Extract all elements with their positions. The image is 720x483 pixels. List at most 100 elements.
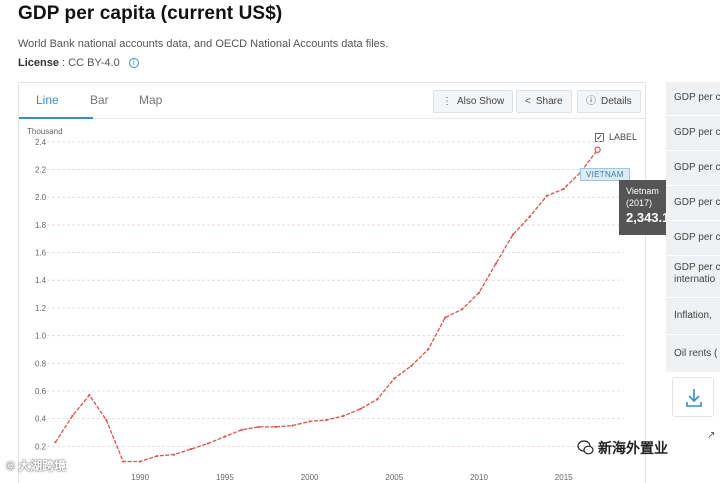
x-tick-label: 1990 [131,473,149,482]
data-point [206,442,210,445]
data-point [172,453,176,456]
x-tick-label: 2015 [555,473,573,482]
chart-tabs: Line Bar Map ⋮ Also Show < Share ⓘ Details [19,83,645,119]
line-chart: Thousand 0.2 0.4 0.6 0.8 1.0 1.2 1.4 1.6 1.8 2.0 2.… [27,127,623,482]
data-point [444,316,447,319]
y-tick-label: 0.4 [35,415,47,424]
y-tick-label: 1.4 [35,276,47,285]
x-tick-label: 1995 [216,473,234,482]
y-tick-label: 2.0 [35,193,47,202]
y-tick-label: 0.2 [35,442,47,451]
series-label: VIETNAM [580,168,630,181]
sidebar-item-6[interactable]: Inflation, [666,298,720,335]
share-icon: < [525,96,531,107]
license-label: License [18,57,59,69]
data-point [427,348,430,351]
data-point [376,398,379,401]
data-point [189,447,193,451]
data-point [393,377,396,380]
data-point [139,460,142,463]
data-point [325,418,328,422]
y-tick-label: 1.0 [35,332,47,341]
data-point [359,407,362,411]
sidebar-item-7[interactable]: Oil rents ( [666,335,720,373]
wechat-icon [577,440,594,455]
y-tick-label: 0.8 [35,359,47,368]
tab-line[interactable]: Line [36,93,59,107]
data-point [308,420,311,423]
sidebar-item-label: GDP per c [674,92,720,103]
data-point [88,394,91,397]
data-point [494,262,498,265]
sidebar-item-label: GDP per c [674,262,720,273]
label-toggle-text: LABEL [609,132,638,142]
data-point [528,215,531,218]
external-link-icon[interactable]: ↗ [707,430,716,441]
more-vertical-icon: ⋮ [442,96,452,107]
x-tick-label: 2010 [470,473,488,482]
sidebar-item-label: Inflation, [674,310,712,321]
sidebar-item-label: GDP per c [674,162,720,173]
page-title: GDP per capita (current US$) [18,3,283,24]
sidebar-item-label: GDP per c [674,232,720,243]
data-point [594,146,601,153]
source-note: World Bank national accounts data, and O… [18,38,389,50]
details-button[interactable]: ⓘ Details [577,90,641,113]
info-icon[interactable]: i [128,58,139,69]
also-show-button[interactable]: ⋮ Also Show [433,90,514,113]
details-label: Details [601,96,632,107]
data-point [257,425,260,429]
data-point [291,424,294,427]
sidebar-item-4[interactable]: GDP per c [666,221,720,256]
sidebar-item-label: Oil rents ( [674,348,718,359]
tab-bar[interactable]: Bar [90,93,109,107]
sidebar-item-3[interactable]: GDP per c [666,186,720,221]
x-tick-label: 2000 [301,473,319,482]
download-button[interactable] [672,377,714,417]
data-point [122,460,125,463]
sidebar-item-2[interactable]: GDP per c [666,151,720,186]
related-indicators: GDP per c GDP per c GDP per c GDP per c … [666,82,720,483]
data-point [274,425,277,429]
series-line-vietnam [54,149,599,463]
data-point [511,233,514,236]
watermark-left: © 大湖跨境 [6,459,67,473]
data-point [156,454,159,458]
share-label: Share [535,96,563,107]
tooltip-year: (2017) [626,198,653,208]
tooltip-country: Vietnam [626,186,659,196]
data-point [342,414,345,417]
data-point [562,187,565,190]
y-tick-label: 2.4 [35,138,47,147]
sidebar-item-5[interactable]: GDP per c internatio [666,256,720,298]
tab-map[interactable]: Map [139,93,163,107]
details-icon: ⓘ [586,96,596,107]
data-point [460,308,464,311]
chart-panel: Line Bar Map ⋮ Also Show < Share ⓘ Details … [18,82,646,483]
y-tick-label: 1.2 [35,304,47,313]
license-value: : CC BY-4.0 [62,57,120,69]
sidebar-item-label: GDP per c [674,197,720,208]
x-tick-label: 2005 [385,473,403,482]
sidebar-item-label: GDP per c [674,127,720,138]
y-tick-label: 0.6 [35,387,47,396]
also-show-label: Also Show [457,96,505,107]
y-unit-label: Thousand [27,127,63,136]
y-tick-label: 2.2 [35,166,47,175]
license-line: License : CC BY-4.0 i [18,57,139,69]
active-tab-indicator [19,117,93,119]
data-point [223,435,226,438]
y-tick-label: 1.8 [35,221,47,230]
sidebar-item-1[interactable]: GDP per c [666,116,720,151]
data-point [71,414,74,417]
y-tick-label: 1.6 [35,249,47,258]
data-point [410,364,413,368]
data-point [105,418,108,422]
sidebar-item-0[interactable]: GDP per c [666,82,720,116]
data-point [477,291,481,294]
data-point [54,441,57,444]
share-button[interactable]: < Share [516,90,572,113]
watermark-right: 新海外置业 [598,440,668,456]
sidebar-item-label-2: internatio [674,274,716,285]
